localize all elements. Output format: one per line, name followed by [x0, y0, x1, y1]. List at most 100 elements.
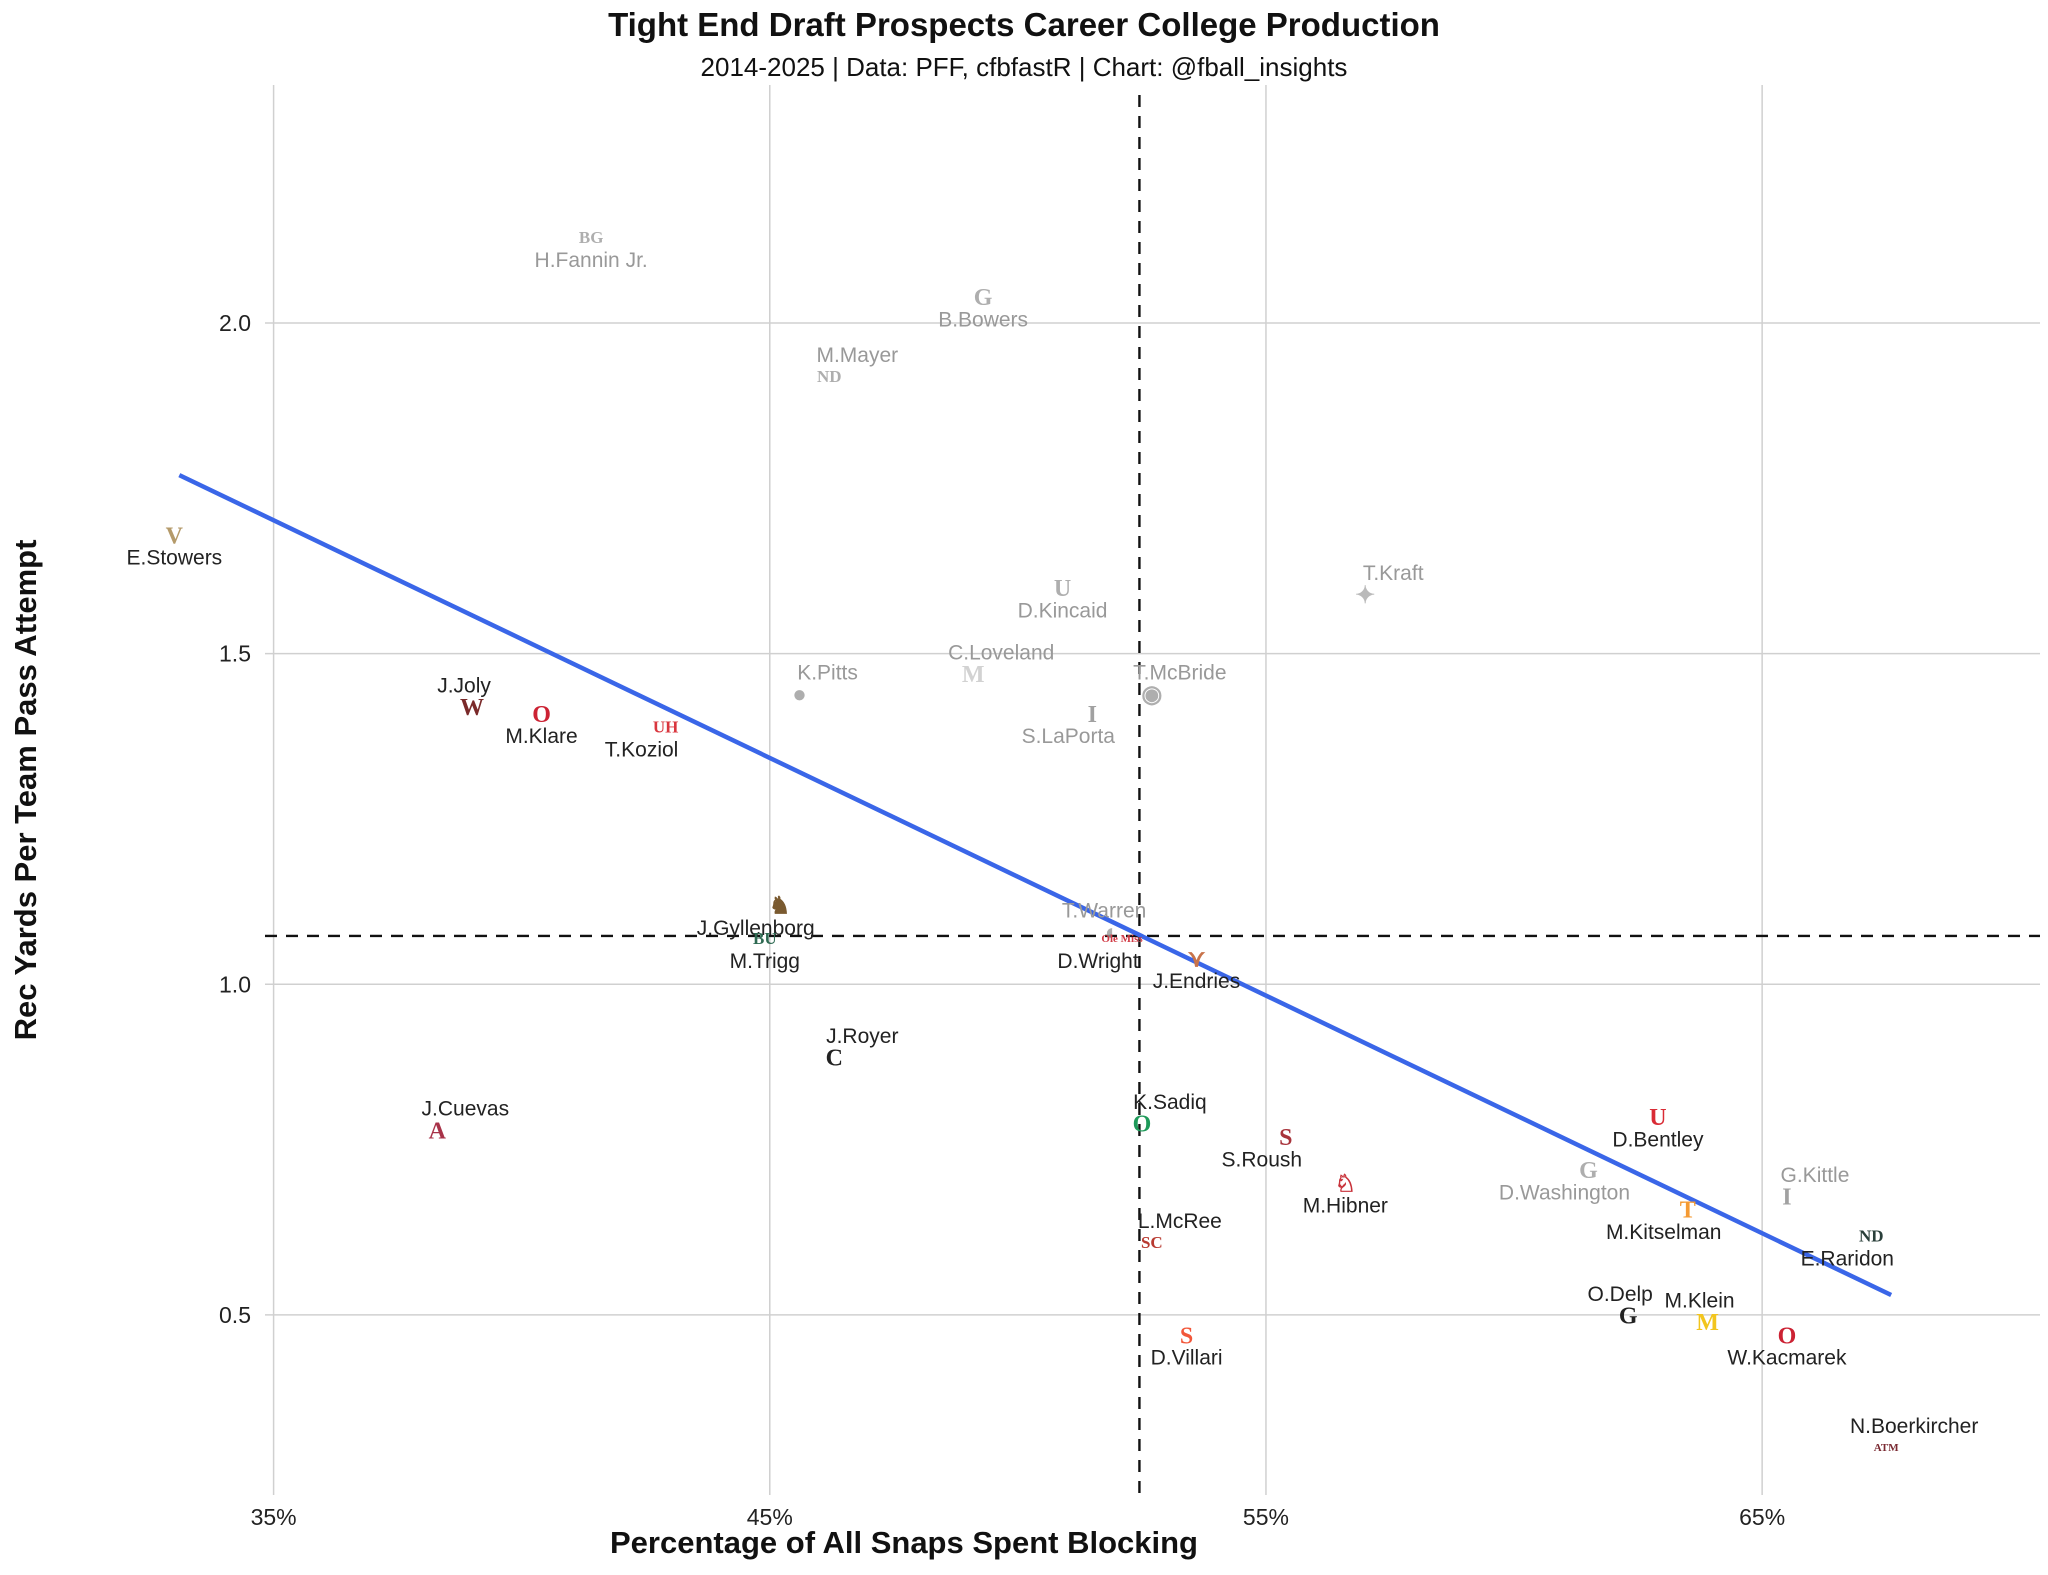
y-tick-label: 1.5: [219, 641, 251, 667]
player-label: D.Washington: [1499, 1181, 1630, 1204]
team-logo-icon: BG: [579, 228, 604, 247]
data-point: Ole Miss D.Wright: [1057, 933, 1143, 973]
team-logo-icon: BU: [753, 929, 777, 948]
player-label: J.Endries: [1153, 970, 1241, 993]
data-point: UH T.Koziol: [605, 717, 679, 761]
player-label: O.Delp: [1587, 1283, 1652, 1306]
player-label: M.Kitselman: [1606, 1221, 1722, 1244]
x-tick-label: 55%: [1243, 1504, 1289, 1530]
team-logo-icon: G: [974, 285, 993, 311]
team-logo-icon: C: [826, 1046, 843, 1072]
player-label: K.Pitts: [797, 661, 858, 684]
team-logo-icon: ATM: [1874, 1442, 1899, 1454]
data-point: ♘M.Hibner: [1303, 1171, 1388, 1217]
data-point: CJ.Royer: [826, 1025, 899, 1072]
player-label: M.Mayer: [816, 344, 898, 367]
data-point: ♞J.Gyllenborg: [697, 894, 815, 940]
data-point: ATM N.Boerkircher: [1850, 1415, 1978, 1454]
data-point: GO.Delp: [1587, 1283, 1652, 1330]
player-label: J.Royer: [826, 1025, 898, 1048]
grid-lines: [265, 85, 2040, 1495]
player-label: M.Klein: [1665, 1289, 1735, 1312]
x-tick-label: 45%: [747, 1504, 793, 1530]
x-tick-label: 35%: [251, 1504, 297, 1530]
team-logo-icon: I: [1088, 702, 1097, 728]
player-label: D.Kincaid: [1018, 600, 1108, 623]
data-point: AJ.Cuevas: [422, 1098, 510, 1145]
player-label: T.McBride: [1133, 661, 1226, 684]
team-logo-icon: M: [1696, 1310, 1719, 1336]
data-point: UD.Bentley: [1612, 1105, 1704, 1151]
player-label: D.Bentley: [1612, 1128, 1704, 1151]
data-point: ✦T.Kraft: [1355, 562, 1424, 609]
data-point: MC.Loveland: [948, 641, 1054, 688]
player-label: W.Kacmarek: [1727, 1347, 1847, 1370]
data-point: ⋎J.Endries: [1153, 946, 1241, 992]
team-logo-icon: UH: [653, 717, 679, 736]
data-point: GD.Washington: [1499, 1158, 1630, 1204]
team-logo-icon: U: [1054, 576, 1071, 602]
player-label: M.Trigg: [730, 950, 800, 973]
team-logo-icon: ◉: [1141, 682, 1162, 708]
player-label: M.Hibner: [1303, 1195, 1388, 1218]
data-point: OW.Kacmarek: [1727, 1323, 1847, 1369]
player-label: E.Stowers: [126, 547, 222, 570]
player-label: D.Wright: [1057, 950, 1138, 973]
team-logo-icon: SC: [1141, 1233, 1163, 1252]
y-tick-label: 0.5: [219, 1302, 251, 1328]
chart-subtitle: 2014-2025 | Data: PFF, cfbfastR | Chart:…: [700, 52, 1348, 82]
data-point: VE.Stowers: [126, 523, 222, 569]
team-logo-icon: ND: [1859, 1227, 1884, 1246]
player-label: T.Koziol: [605, 738, 679, 761]
team-logo-icon: T: [1680, 1198, 1696, 1224]
data-point: SCL.McRee: [1138, 1210, 1222, 1252]
data-point: OK.Sadiq: [1133, 1091, 1207, 1138]
reference-lines: [265, 95, 2040, 1497]
team-logo-icon: O: [1778, 1323, 1797, 1349]
team-logo-icon: Ole Miss: [1101, 933, 1143, 945]
data-points: BGH.Fannin Jr.GB.BowersNDM.MayerVE.Stowe…: [126, 228, 1978, 1454]
axis-ticks: 35% 45% 55% 65% 0.5 1.0 1.5 2.0: [219, 310, 1785, 1530]
player-label: L.McRee: [1138, 1210, 1222, 1233]
player-label: K.Sadiq: [1133, 1091, 1207, 1114]
team-logo-icon: G: [1619, 1303, 1638, 1329]
team-logo-icon: ◐: [1105, 920, 1120, 946]
player-label: G.Kittle: [1781, 1164, 1850, 1187]
y-tick-label: 2.0: [219, 310, 251, 336]
data-point: TM.Kitselman: [1606, 1198, 1722, 1244]
data-point: UD.Kincaid: [1018, 576, 1108, 622]
data-point: ●K.Pitts: [792, 661, 858, 708]
y-tick-label: 1.0: [219, 971, 251, 997]
data-point: ◉T.McBride: [1133, 661, 1226, 708]
player-label: D.Villari: [1151, 1347, 1223, 1370]
team-logo-icon: G: [1579, 1158, 1598, 1184]
team-logo-icon: I: [1782, 1184, 1791, 1210]
player-label: N.Boerkircher: [1850, 1415, 1978, 1438]
team-logo-icon: S: [1279, 1125, 1292, 1151]
x-axis-label: Percentage of All Snaps Spent Blocking: [610, 1525, 1198, 1560]
team-logo-icon: ●: [792, 682, 807, 708]
player-label: H.Fannin Jr.: [535, 249, 648, 272]
team-logo-icon: ♘: [1335, 1171, 1357, 1197]
player-label: J.Gyllenborg: [697, 917, 815, 940]
data-point: OM.Klare: [505, 702, 577, 748]
data-point: BU M.Trigg: [730, 929, 800, 973]
player-label: J.Joly: [437, 675, 491, 698]
team-logo-icon: ND: [817, 367, 842, 386]
team-logo-icon: S: [1180, 1323, 1193, 1349]
team-logo-icon: W: [460, 695, 484, 721]
data-point: MM.Klein: [1665, 1289, 1735, 1336]
data-point: BG H.Fannin Jr.: [535, 228, 648, 272]
team-logo-icon: M: [962, 662, 985, 688]
trend-line-group: [178, 473, 1893, 1298]
x-tick-label: 65%: [1739, 1504, 1785, 1530]
data-point: IS.LaPorta: [1022, 702, 1116, 748]
data-point: SD.Villari: [1151, 1323, 1223, 1369]
player-label: B.Bowers: [938, 309, 1028, 332]
data-point: ND E.Raridon: [1801, 1227, 1894, 1271]
player-label: E.Raridon: [1801, 1248, 1894, 1271]
regression-trend-line: [178, 473, 1893, 1298]
team-logo-icon: ✦: [1355, 583, 1375, 609]
team-logo-icon: O: [1133, 1112, 1152, 1138]
